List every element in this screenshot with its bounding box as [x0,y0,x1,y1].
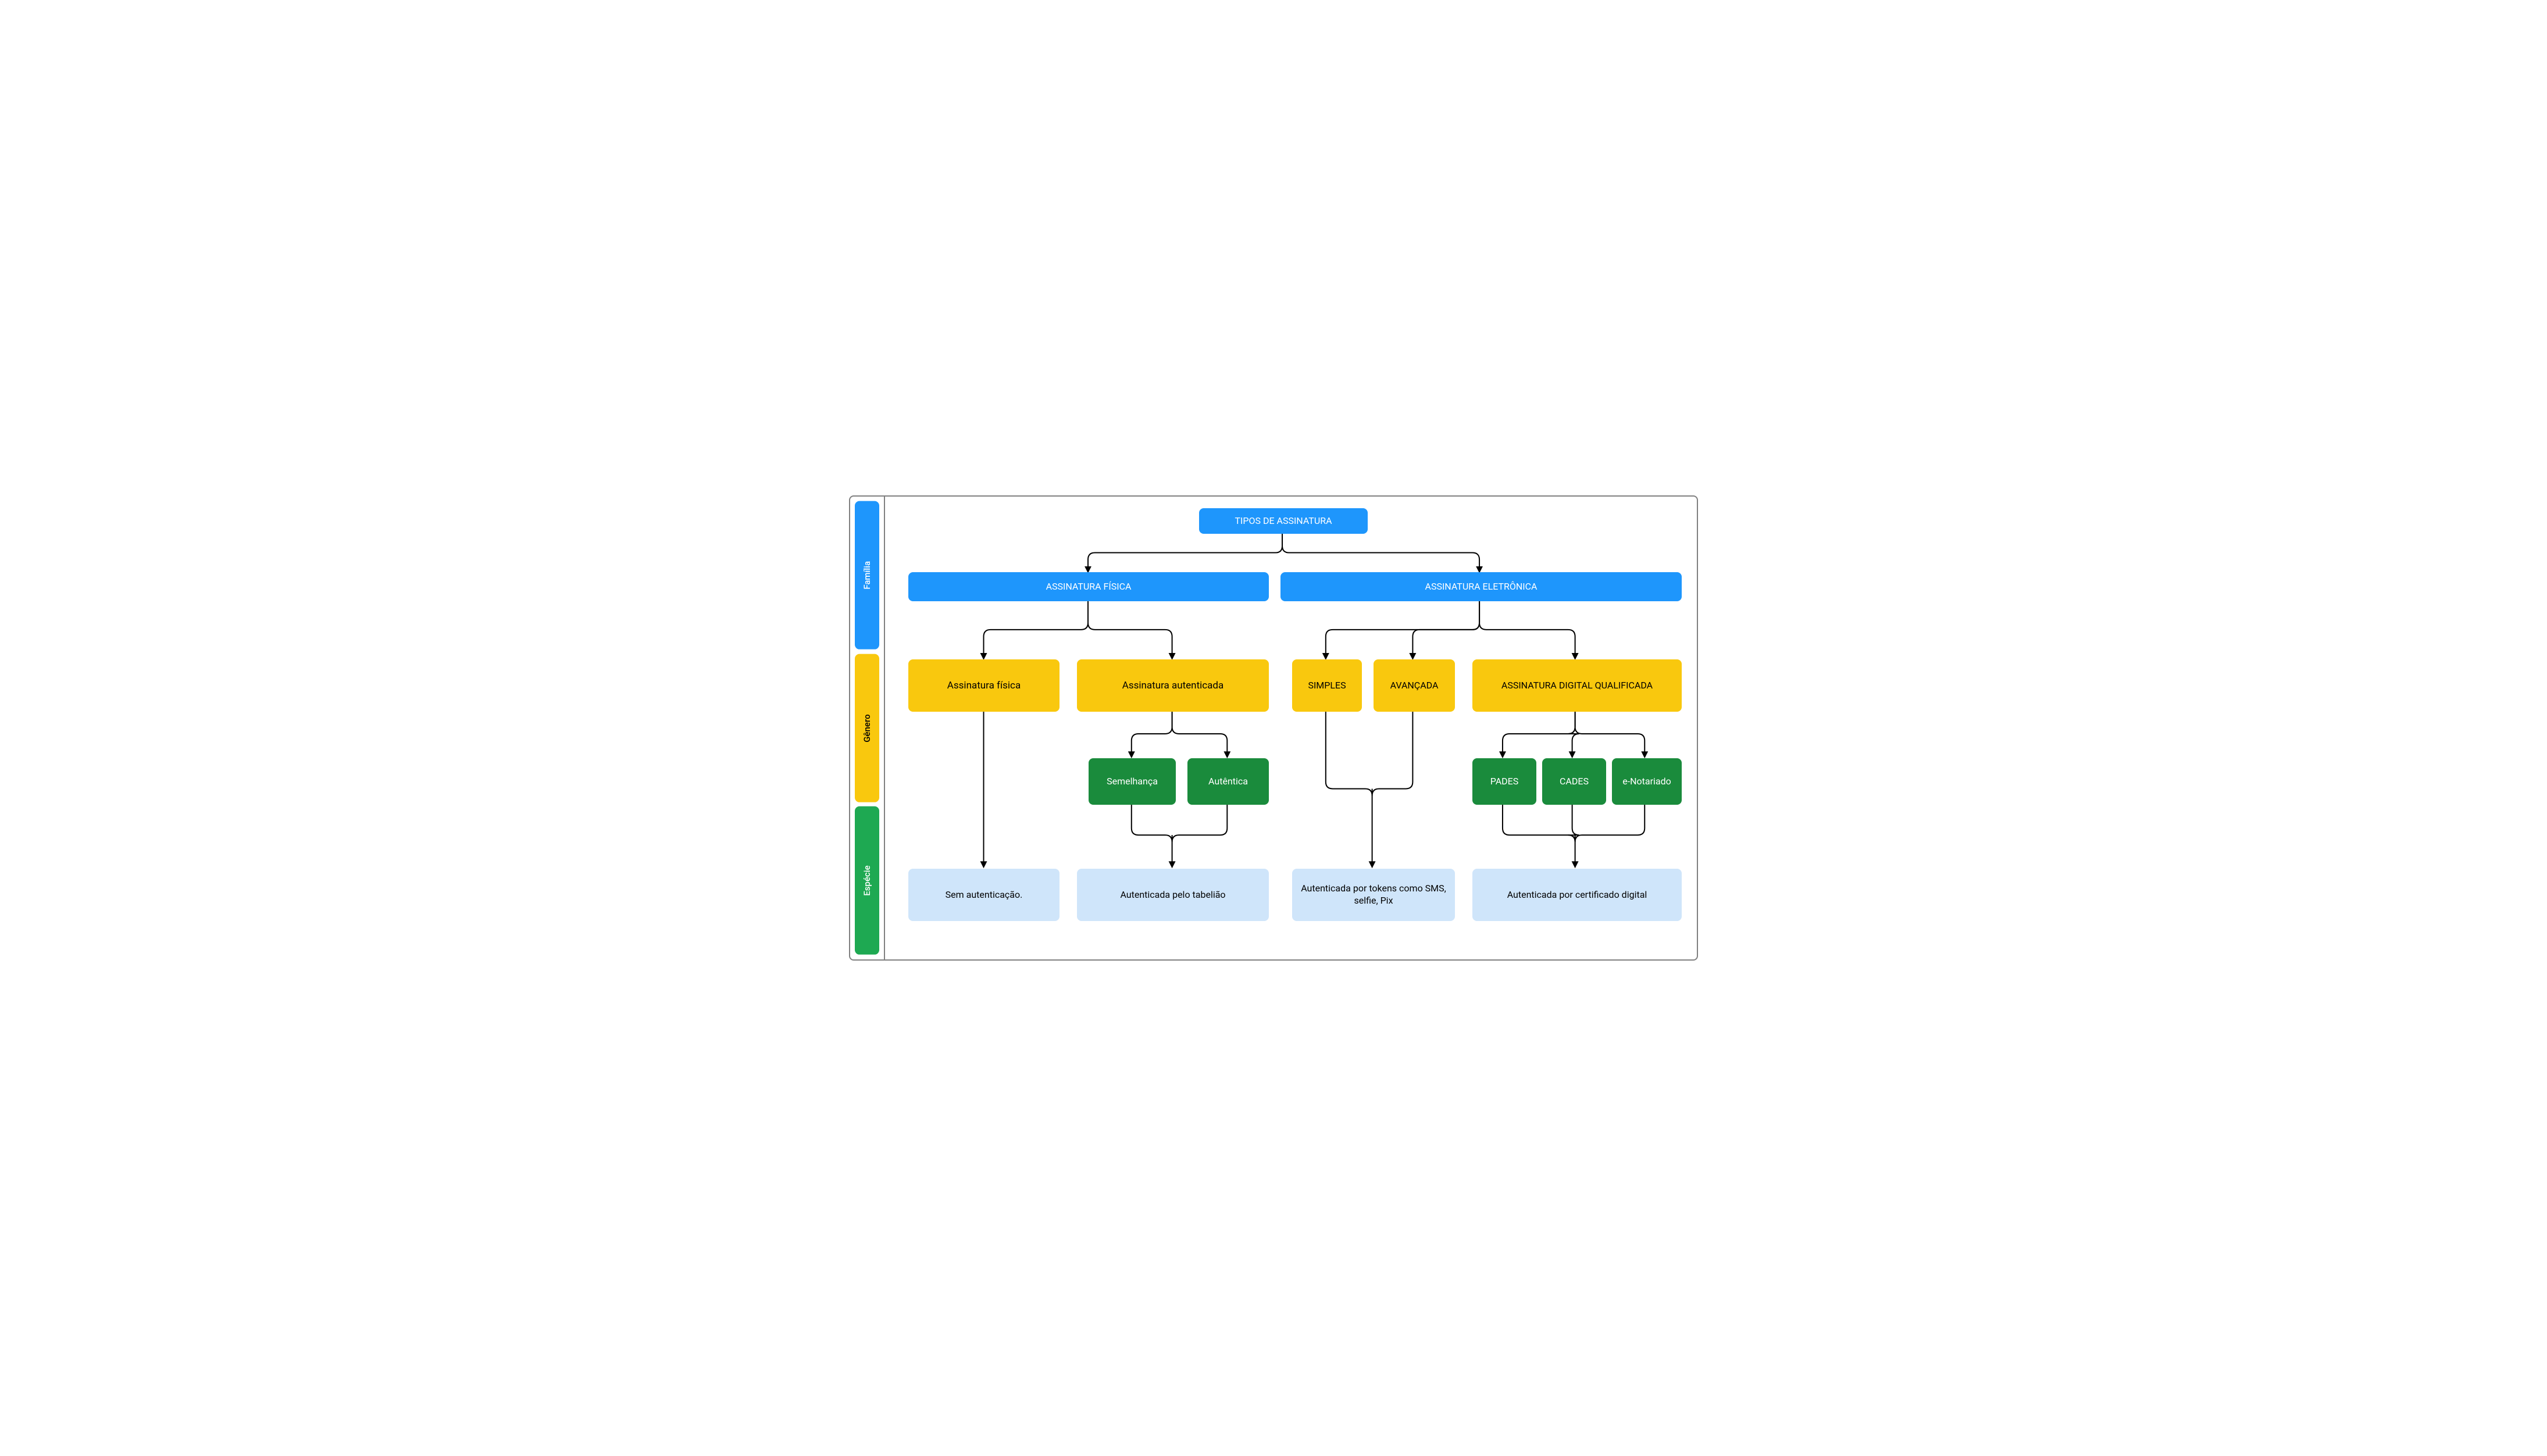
node-gen-autenticada: Assinatura autenticada [1077,659,1269,712]
node-gen-digital: ASSINATURA DIGITAL QUALIFICADA [1472,659,1682,712]
node-fam-eletronica: ASSINATURA ELETRÔNICA [1280,572,1682,601]
node-desc-tokens: Autenticada por tokens como SMS, selfie,… [1292,869,1455,921]
node-esp-semelhanca: Semelhança [1089,758,1176,805]
node-esp-cades: CADES [1542,758,1606,805]
node-esp-enotariado: e-Notariado [1612,758,1682,805]
node-esp-pades: PADES [1472,758,1536,805]
legend-column: Família Gênero Espécie [850,497,885,959]
node-gen-avancada: AVANÇADA [1374,659,1455,712]
diagram-frame: Família Gênero Espécie TIPOS DE ASSINATU… [849,495,1698,961]
node-fam-fisica: ASSINATURA FÍSICA [908,572,1269,601]
node-esp-autentica: Autêntica [1187,758,1269,805]
diagram-area: TIPOS DE ASSINATURA ASSINATURA FÍSICA AS… [885,497,1697,959]
node-root: TIPOS DE ASSINATURA [1199,508,1368,534]
node-desc-sem-auth: Sem autenticação. [908,869,1060,921]
node-gen-fisica: Assinatura física [908,659,1060,712]
node-desc-tabeliao: Autenticada pelo tabelião [1077,869,1269,921]
legend-familia: Família [855,501,879,650]
node-desc-certificado: Autenticada por certificado digital [1472,869,1682,921]
legend-especie: Espécie [855,806,879,955]
legend-genero: Gênero [855,654,879,802]
node-gen-simples: SIMPLES [1292,659,1362,712]
